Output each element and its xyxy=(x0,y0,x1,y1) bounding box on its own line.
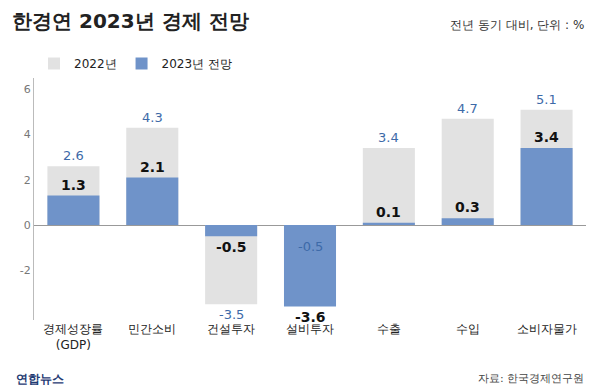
svg-text:3.4: 3.4 xyxy=(534,129,559,145)
svg-text:2023년 전망: 2023년 전망 xyxy=(162,57,232,71)
svg-text:-0.5: -0.5 xyxy=(298,239,323,254)
svg-text:0.3: 0.3 xyxy=(455,199,480,215)
svg-text:2022년: 2022년 xyxy=(74,57,117,71)
svg-text:2: 2 xyxy=(24,174,31,187)
svg-text:2.6: 2.6 xyxy=(63,148,84,163)
svg-text:4.7: 4.7 xyxy=(457,101,478,116)
svg-text:5.1: 5.1 xyxy=(536,92,557,107)
svg-text:4.3: 4.3 xyxy=(142,110,163,125)
svg-text:1.3: 1.3 xyxy=(61,177,86,193)
svg-text:-0.5: -0.5 xyxy=(216,239,247,255)
svg-text:경제성장률(GDP): 경제성장률(GDP) xyxy=(43,322,103,352)
svg-text:설비투자: 설비투자 xyxy=(286,322,334,336)
svg-text:전년 동기 대비, 단위 : %: 전년 동기 대비, 단위 : % xyxy=(450,18,584,32)
svg-text:민간소비: 민간소비 xyxy=(128,322,176,336)
svg-text:한경연 2023년 경제 전망: 한경연 2023년 경제 전망 xyxy=(12,9,249,33)
svg-text:0.1: 0.1 xyxy=(376,204,401,220)
svg-text:6: 6 xyxy=(24,83,31,96)
svg-text:수입: 수입 xyxy=(456,322,480,336)
svg-text:-2: -2 xyxy=(20,264,31,277)
svg-text:3.4: 3.4 xyxy=(378,130,399,145)
svg-text:-3.5: -3.5 xyxy=(219,307,244,322)
svg-text:건설투자: 건설투자 xyxy=(207,322,255,336)
svg-text:자료: 한국경제연구원: 자료: 한국경제연구원 xyxy=(478,372,584,385)
svg-text:4: 4 xyxy=(24,128,31,141)
svg-text:소비자물가: 소비자물가 xyxy=(517,322,577,336)
svg-text:2.1: 2.1 xyxy=(140,159,165,175)
svg-text:-3.6: -3.6 xyxy=(295,309,326,325)
svg-text:수출: 수출 xyxy=(377,322,401,336)
svg-text:0: 0 xyxy=(24,219,31,232)
svg-text:연합뉴스: 연합뉴스 xyxy=(16,372,64,386)
